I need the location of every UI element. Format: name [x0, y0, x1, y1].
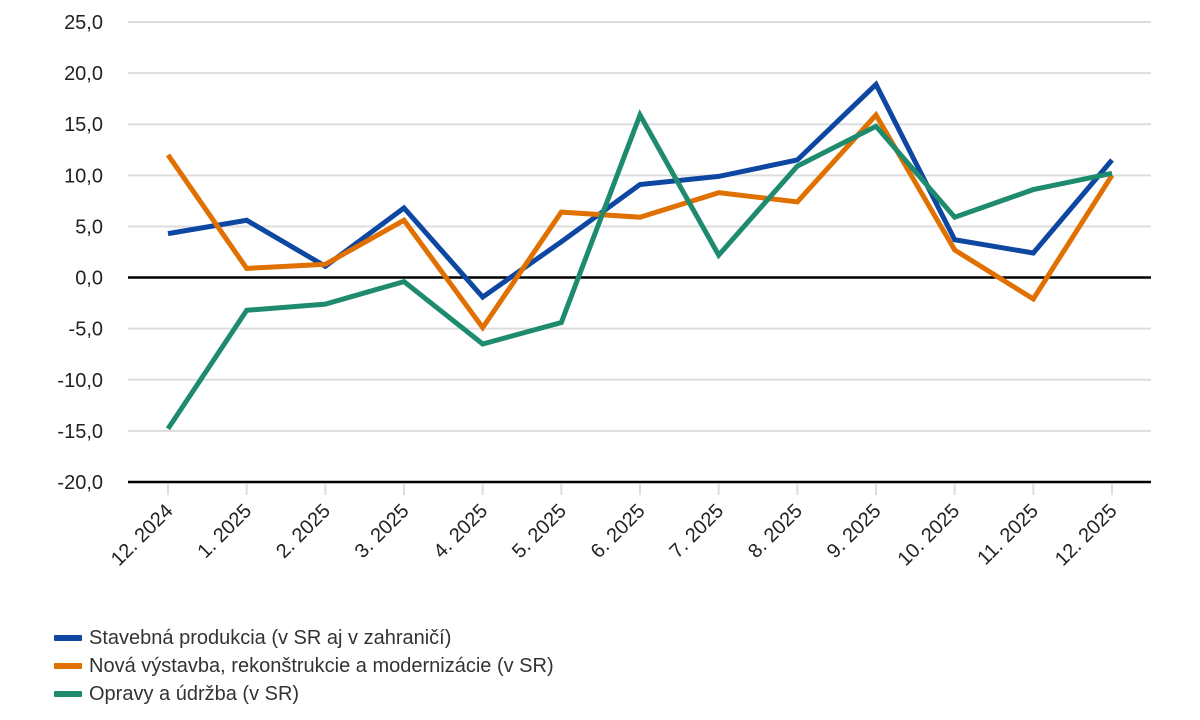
- y-tick-label: 25,0: [64, 12, 103, 34]
- legend-swatch: [54, 691, 82, 697]
- x-axis: 12. 2024 1. 2025 2. 2025 3. 2025 4. 2025 5. 2…: [107, 484, 1122, 571]
- x-tick-label: 4. 2025: [429, 500, 492, 563]
- legend-swatch: [54, 635, 82, 641]
- x-tick-label: 1. 2025: [193, 500, 256, 563]
- y-axis: 25,0 20,0 15,0 10,0 5,0 0,0 -5,0 -10,0 -15,0 -20,…: [57, 12, 103, 494]
- y-tick-label: 20,0: [64, 63, 103, 85]
- x-tick-label: 12. 2024: [107, 500, 178, 571]
- y-tick-label: 5,0: [75, 216, 103, 238]
- x-tick-label: 3. 2025: [351, 500, 414, 563]
- legend-label: Opravy a údržba (v SR): [89, 682, 300, 705]
- legend-item-new-construction[interactable]: Nová výstavba, rekonštrukcie a modernizá…: [54, 652, 554, 680]
- series-lines: [165, 80, 1115, 431]
- y-tick-label: 10,0: [64, 165, 103, 187]
- y-tick-label: -10,0: [57, 370, 103, 392]
- x-tick-label: 8. 2025: [744, 500, 807, 563]
- x-tick-label: 10. 2025: [894, 500, 965, 571]
- x-tick-label: 9. 2025: [823, 500, 886, 563]
- legend: Stavebná produkcia (v SR aj v zahraničí)…: [54, 624, 554, 708]
- y-tick-label: -20,0: [57, 472, 103, 494]
- gridlines: [128, 21, 1151, 484]
- series-line-new-construction: [165, 110, 1115, 332]
- y-tick-label: 15,0: [64, 114, 103, 136]
- x-tick-label: 11. 2025: [973, 500, 1043, 570]
- x-tick-label: 12. 2025: [1051, 500, 1122, 571]
- legend-label: Stavebná produkcia (v SR aj v zahraničí): [89, 626, 452, 649]
- y-tick-label: -5,0: [69, 319, 103, 341]
- legend-swatch: [54, 663, 82, 669]
- legend-item-repairs-maintenance[interactable]: Opravy a údržba (v SR): [54, 680, 554, 708]
- legend-item-construction-output[interactable]: Stavebná produkcia (v SR aj v zahraničí): [54, 624, 554, 652]
- x-tick-label: 2. 2025: [272, 500, 335, 563]
- series-line-repairs-maintenance: [165, 109, 1113, 431]
- x-tick-label: 6. 2025: [587, 500, 650, 563]
- x-tick-label: 5. 2025: [508, 500, 571, 563]
- y-tick-label: -15,0: [57, 421, 103, 443]
- legend-label: Nová výstavba, rekonštrukcie a modernizá…: [89, 654, 554, 677]
- x-tick-label: 7. 2025: [665, 500, 728, 563]
- line-chart: 25,0 20,0 15,0 10,0 5,0 0,0 -5,0 -10,0 -15,0 -20,…: [57, 12, 1151, 571]
- y-tick-label: 0,0: [75, 268, 103, 290]
